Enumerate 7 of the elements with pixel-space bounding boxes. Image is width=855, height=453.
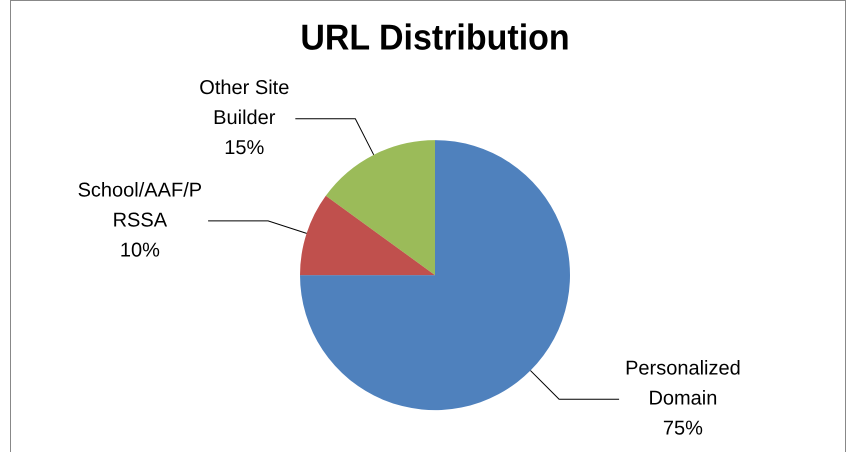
data-label: 10% <box>120 239 160 262</box>
data-label: 75% <box>662 418 704 440</box>
slice-label: School/AAF/PRSSA <box>78 179 202 232</box>
chart-title: URL Distribution <box>300 18 570 58</box>
slice-label: Other Site Builder <box>199 77 290 130</box>
data-label: 15% <box>224 137 265 160</box>
slice-label: Personalized Domain <box>625 358 741 410</box>
